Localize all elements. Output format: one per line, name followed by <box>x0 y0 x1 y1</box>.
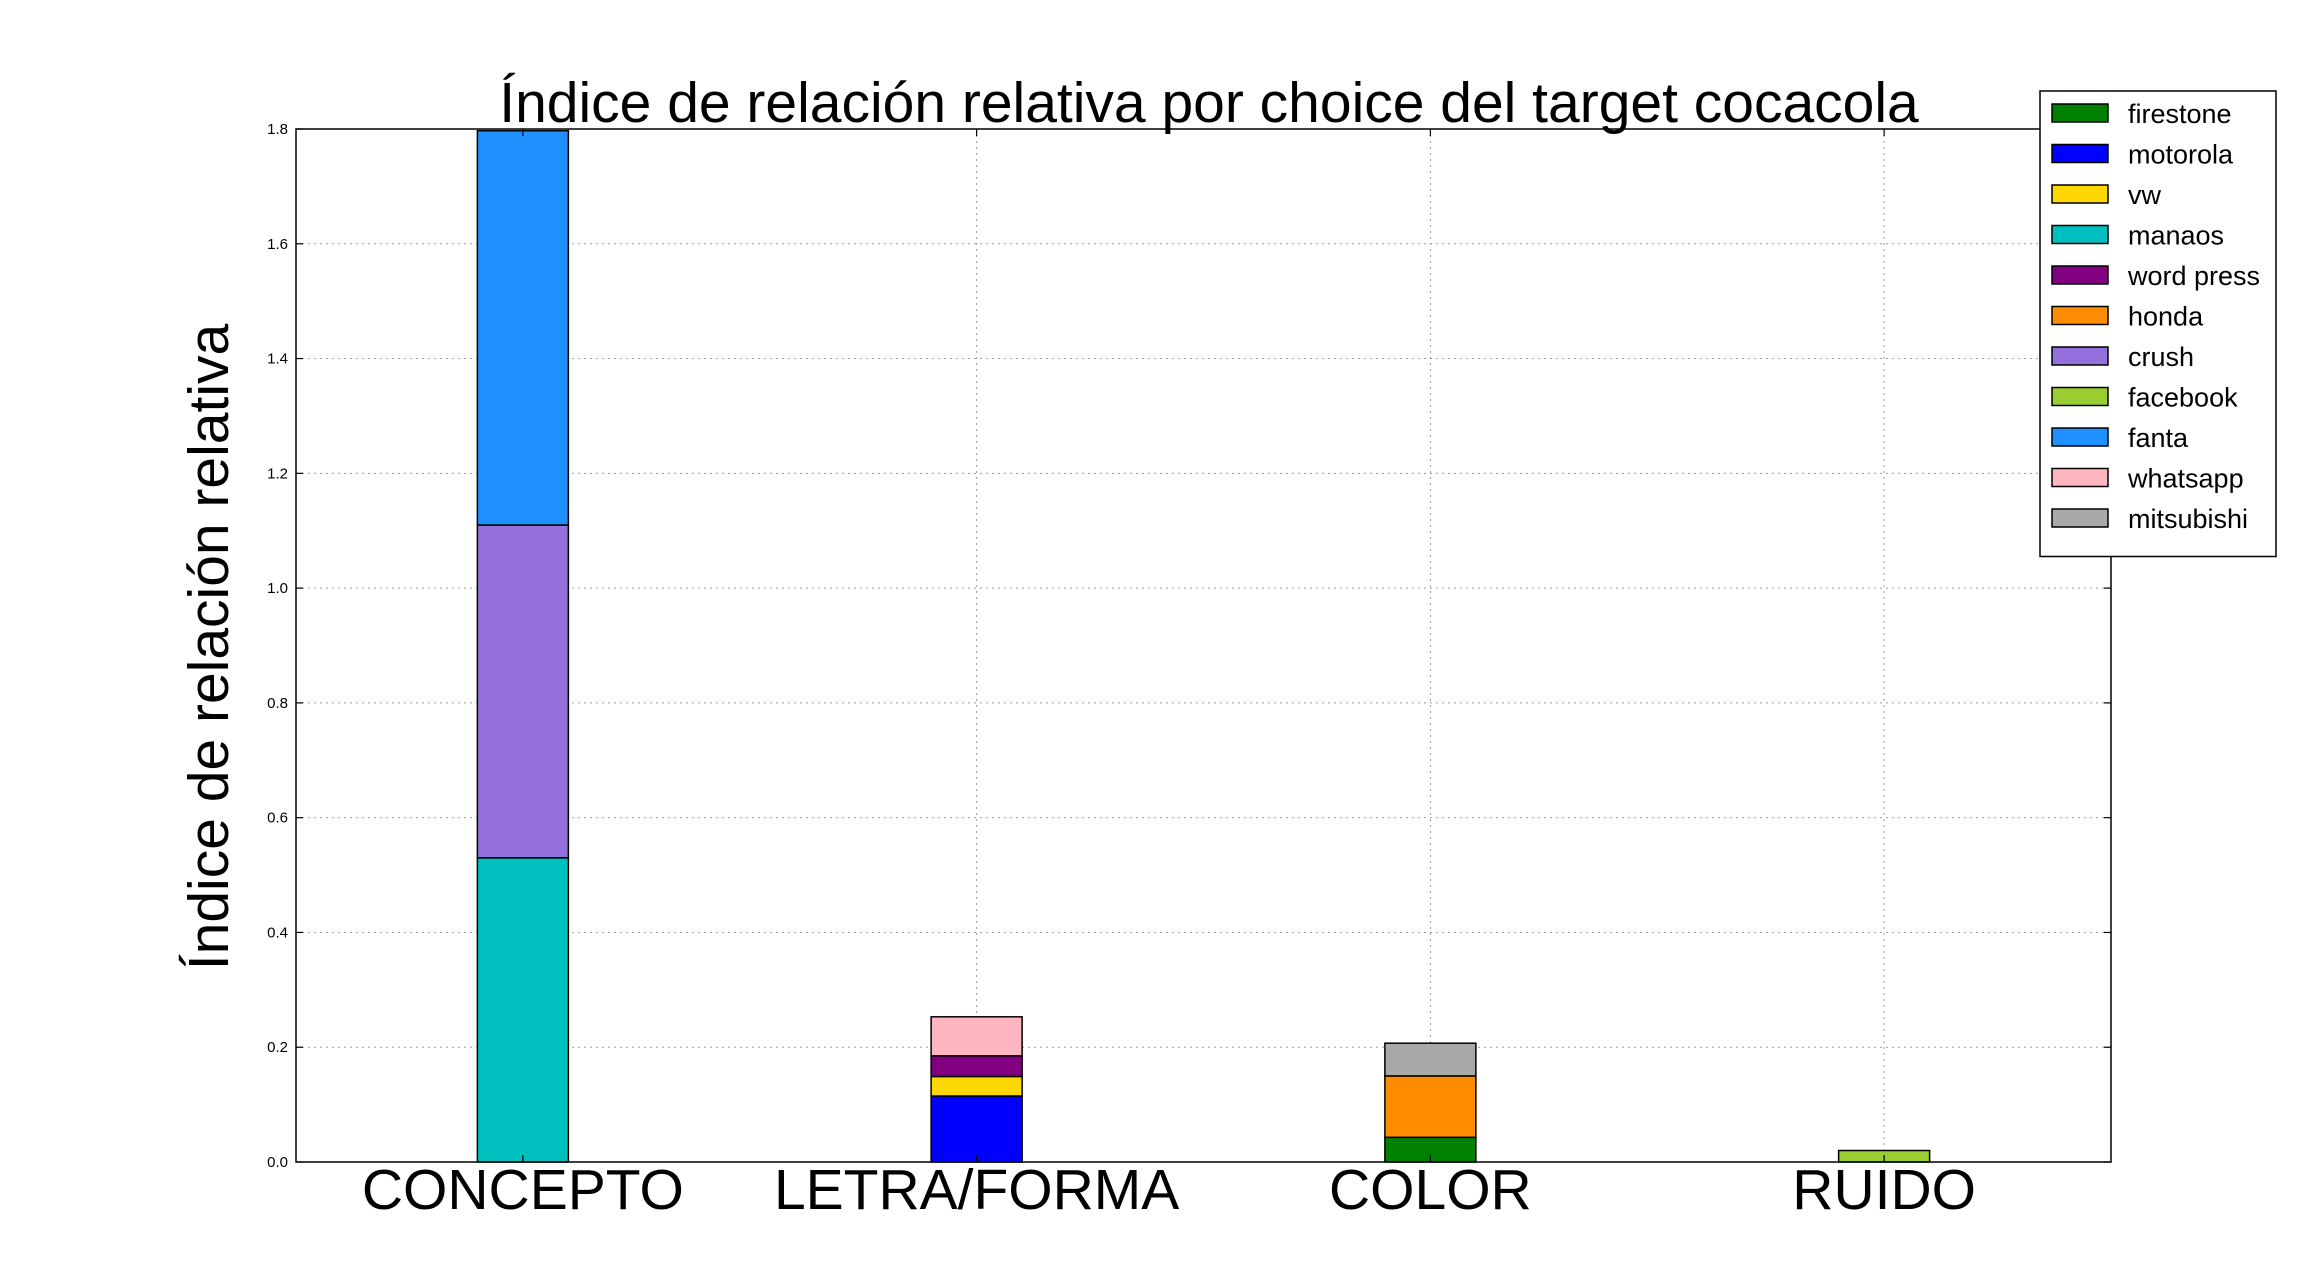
legend-swatch <box>2051 184 2109 204</box>
x-category-label: CONCEPTO <box>362 1158 684 1222</box>
chart-title: Índice de relación relativa por choice d… <box>499 71 1919 135</box>
x-category-label: COLOR <box>1329 1158 1532 1222</box>
y-tick-label: 1.2 <box>267 465 288 482</box>
bars <box>476 129 1931 1163</box>
bar-segment-crush <box>476 524 570 859</box>
bar-segment-honda <box>1384 1075 1477 1139</box>
y-tick-label: 1.4 <box>267 351 288 368</box>
legend-label: mitsubishi <box>2128 504 2248 534</box>
legend-swatch <box>2051 143 2109 164</box>
legend-label: whatsapp <box>2127 464 2244 494</box>
legend-swatch <box>2051 265 2109 285</box>
y-tick-label: 0.4 <box>267 924 288 941</box>
legend-label: manaos <box>2128 221 2224 251</box>
y-tick-label: 1.6 <box>267 236 288 253</box>
bar-segment-vw <box>930 1075 1023 1097</box>
y-axis-ticks: 0.0 0.2 0.4 0.6 0.8 1.0 1.2 1.4 1.6 1.8 <box>267 121 2111 1171</box>
bar-segment-fanta <box>476 129 570 526</box>
legend-label: crush <box>2128 342 2194 372</box>
legend: firestone motorola vw manaos word press honda… <box>2039 90 2277 558</box>
legend-label: word press <box>2127 261 2260 291</box>
y-tick-label: 0.8 <box>267 695 288 712</box>
legend-swatch <box>2051 103 2109 123</box>
y-tick-label: 0.2 <box>267 1039 288 1056</box>
x-category-label: LETRA/FORMA <box>774 1158 1179 1222</box>
legend-swatch <box>2051 346 2109 366</box>
plot-frame <box>295 128 2112 1163</box>
legend-label: firestone <box>2128 99 2232 129</box>
y-tick-label: 1.8 <box>267 121 288 138</box>
bar-segment-motorola <box>930 1095 1023 1163</box>
y-tick-label: 0.0 <box>267 1154 288 1171</box>
x-axis-categories: CONCEPTO LETRA/FORMA COLOR RUIDO <box>362 129 1976 1222</box>
y-tick-label: 0.6 <box>267 810 288 827</box>
bar-segment-word-press <box>930 1055 1023 1078</box>
legend-swatch <box>2051 305 2109 326</box>
bar-segment-whatsapp <box>930 1016 1023 1057</box>
bar-segment-manaos <box>476 857 570 1163</box>
bar-segment-mitsubishi <box>1384 1042 1477 1077</box>
legend-swatch <box>2051 427 2109 447</box>
legend-swatch <box>2051 467 2109 488</box>
y-axis-label: Índice de relación relativa <box>177 324 241 971</box>
legend-swatch <box>2051 386 2109 407</box>
x-category-label: RUIDO <box>1792 1158 1976 1222</box>
legend-swatch <box>2051 508 2109 528</box>
legend-label: motorola <box>2128 140 2234 170</box>
legend-swatch <box>2051 224 2109 245</box>
legend-label: facebook <box>2128 383 2238 413</box>
legend-label: honda <box>2128 302 2204 332</box>
legend-label: vw <box>2128 180 2162 210</box>
legend-label: fanta <box>2128 423 2189 453</box>
y-tick-label: 1.0 <box>267 580 288 597</box>
